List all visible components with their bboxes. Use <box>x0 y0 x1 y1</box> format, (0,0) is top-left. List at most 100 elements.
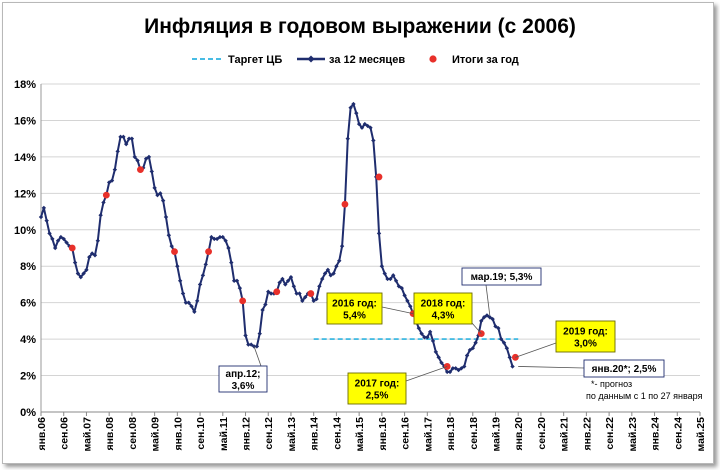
series-point <box>203 262 208 267</box>
x-tick-label: сен.08 <box>127 417 139 450</box>
series-point <box>302 295 308 300</box>
series-point <box>112 167 118 172</box>
x-axis: янв.06 сен.06 май.07 янв.08 сен.08 май.09 янв.… <box>36 411 707 452</box>
series-point <box>314 296 319 302</box>
series-point <box>248 342 254 347</box>
series-point <box>234 278 240 283</box>
y-axis: 0% 2% 4% 6% 8% 10% 12% 14% 16% 18% <box>14 79 42 419</box>
x-tick-label: сен.16 <box>400 417 412 450</box>
chart-title: Инфляция в годовом выражении (с 2006) <box>144 15 576 38</box>
x-tick-label: май.21 <box>559 417 571 452</box>
y-tick-label: 0% <box>20 407 36 419</box>
series-point <box>300 298 305 304</box>
series-point <box>425 335 430 340</box>
series-point <box>195 298 200 304</box>
annotation-text: 5,4% <box>343 311 366 322</box>
series-point <box>50 236 55 242</box>
series-point <box>473 340 478 345</box>
series-point <box>229 260 234 265</box>
annual-point <box>102 191 110 199</box>
series-point <box>462 364 467 369</box>
series-point <box>470 346 475 351</box>
series-point <box>61 236 66 242</box>
legend: Таргет ЦБ за 12 месяцев Итоги за год <box>192 54 519 66</box>
series-point <box>356 121 362 127</box>
x-tick-label: янв.22 <box>581 417 593 451</box>
series-point <box>285 278 291 283</box>
series-point <box>246 342 251 347</box>
x-tick-label: май.07 <box>81 417 93 452</box>
series-point <box>180 291 186 296</box>
series-point <box>484 313 490 318</box>
x-tick-label: май.19 <box>490 417 502 452</box>
series-point <box>467 347 473 353</box>
series-point <box>382 271 387 276</box>
annotation-leader <box>485 284 491 316</box>
annotation-box <box>583 359 665 378</box>
annotation-text: 4,3% <box>432 311 455 322</box>
series-point <box>419 331 424 336</box>
series-point <box>433 349 439 355</box>
series-point <box>78 274 83 280</box>
series-point <box>331 271 336 276</box>
annual-point <box>341 200 349 208</box>
series-point <box>217 234 223 240</box>
series-point <box>311 298 316 304</box>
series-point <box>55 238 61 243</box>
legend-target-label: Таргет ЦБ <box>228 54 282 66</box>
series-line <box>40 103 514 373</box>
annotation-leader <box>405 366 448 382</box>
series-point <box>58 234 64 240</box>
series-point <box>169 243 174 249</box>
series-point <box>493 324 498 329</box>
series-point <box>408 304 413 309</box>
series-point <box>87 254 92 260</box>
x-tick-label: май.15 <box>354 417 366 452</box>
annual-point <box>307 290 315 297</box>
series-point <box>146 154 152 160</box>
y-tick-label: 12% <box>14 188 36 200</box>
series-point <box>89 251 95 256</box>
series-point <box>490 316 495 322</box>
series-point <box>479 318 484 324</box>
annotation-text: мар.19; 5,3% <box>471 272 533 283</box>
series-point <box>376 231 382 236</box>
series-point <box>189 304 194 309</box>
x-tick-label: янв.18 <box>445 417 457 451</box>
annotation-text: 2016 год: <box>332 299 377 310</box>
series-point <box>371 138 376 143</box>
series-point <box>160 198 166 203</box>
series-point <box>220 234 225 240</box>
series-point <box>362 121 368 127</box>
annotation-leader <box>381 306 414 314</box>
x-tick-label: май.13 <box>286 417 298 452</box>
series-point <box>277 280 282 285</box>
series-point <box>481 315 487 320</box>
series-point <box>294 291 299 296</box>
annotation-text: 2,5% <box>366 391 389 402</box>
series-point <box>38 214 44 220</box>
series-point <box>365 123 370 129</box>
series-point <box>456 367 461 373</box>
series-point <box>192 309 197 314</box>
series-point <box>129 136 135 141</box>
series-point <box>266 289 271 294</box>
series-point <box>106 180 112 185</box>
series-point <box>427 329 433 335</box>
series-point <box>254 344 260 349</box>
x-tick-label: янв.20 <box>513 417 525 451</box>
annotation-text: 2017 год: <box>355 379 400 390</box>
series-point <box>354 110 359 116</box>
series-point <box>297 291 302 296</box>
series-point <box>44 218 49 223</box>
annotation-box <box>555 320 616 353</box>
annual-point <box>205 248 212 256</box>
series-point <box>41 205 47 211</box>
annotation-box <box>413 292 473 325</box>
annual-point <box>375 173 383 181</box>
series-point <box>186 300 191 305</box>
series-point <box>124 141 129 147</box>
x-tick-label: май.17 <box>422 417 434 452</box>
annotation-leader <box>518 366 585 369</box>
series-point <box>464 353 470 358</box>
